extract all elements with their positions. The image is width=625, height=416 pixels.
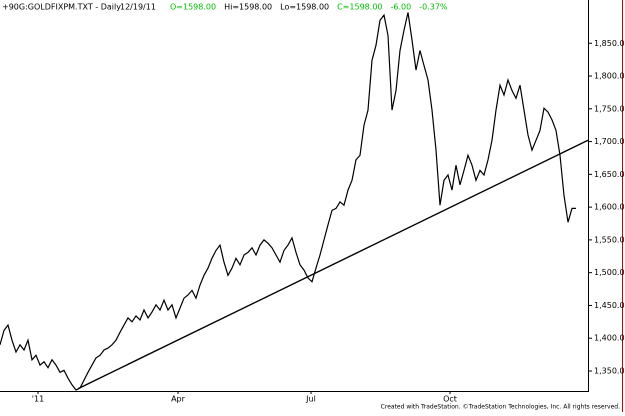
y-tick-label: 1,800.00: [594, 72, 625, 81]
quote-field: O=1598.00: [170, 3, 216, 12]
trendline: [77, 139, 589, 390]
y-tick-label: 1,850.00: [594, 39, 625, 48]
y-tick-label: 1,500.00: [594, 268, 625, 277]
quote-field: Lo=1598.00: [280, 3, 329, 12]
y-tick-label: 1,550.00: [594, 235, 625, 244]
y-tick-label: 1,650.00: [594, 170, 625, 179]
y-tick-label: 1,600.00: [594, 203, 625, 212]
price-line: [0, 12, 576, 391]
quote-field: -0.37%: [419, 3, 448, 12]
footer: Created with TradeStation. ©TradeStation…: [381, 404, 620, 411]
x-tick-label: Apr: [171, 395, 186, 404]
quote-field: C=1598.00: [337, 3, 382, 12]
x-tick-label: '11: [32, 395, 44, 404]
y-tick-label: 1,750.00: [594, 104, 625, 113]
y-tick-label: 1,350.00: [594, 366, 625, 375]
x-tick-label: Oct: [443, 395, 457, 404]
y-tick-label: 1,400.00: [594, 334, 625, 343]
quote-date: 12/19/11: [120, 3, 156, 12]
quote-field: Hi=1598.00: [224, 3, 272, 12]
symbol-title: +90G:GOLDFIXPM.TXT - Daily: [2, 3, 121, 12]
y-tick-label: 1,450.00: [594, 301, 625, 310]
y-tick-label: 1,700.00: [594, 137, 625, 146]
x-tick-label: Jul: [305, 395, 316, 404]
quote-field: -6.00: [391, 3, 412, 12]
